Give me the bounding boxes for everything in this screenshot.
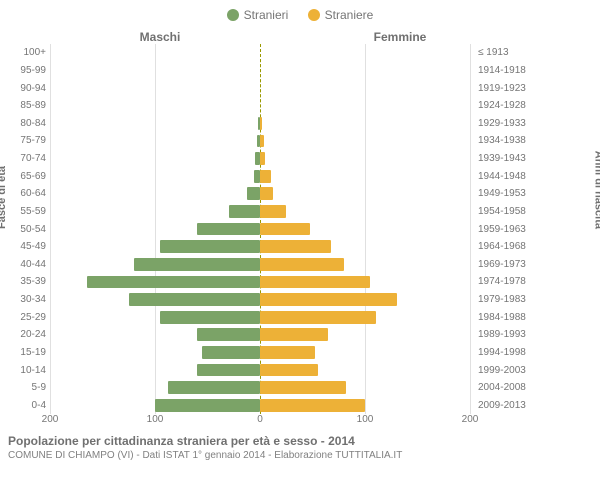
bar-female xyxy=(260,346,315,359)
bar-male xyxy=(160,240,260,253)
birth-label: 1954-1958 xyxy=(474,206,544,217)
birth-labels-column: ≤ 1913 1914-1918 1919-1923 1924-1928 1929-19… xyxy=(474,44,544,414)
bar-male xyxy=(247,187,260,200)
bar-male xyxy=(202,346,260,359)
bar-female xyxy=(260,223,310,236)
bar-female xyxy=(260,364,318,377)
age-label: 15-19 xyxy=(0,347,50,358)
birth-label: 1989-1993 xyxy=(474,329,544,340)
bar-female xyxy=(260,399,365,412)
population-pyramid-chart: Stranieri Straniere Maschi Femmine Fasce… xyxy=(0,0,600,500)
bar-female xyxy=(260,311,376,324)
birth-label: 1984-1988 xyxy=(474,312,544,323)
age-label: 30-34 xyxy=(0,294,50,305)
age-label: 20-24 xyxy=(0,329,50,340)
x-tick: 100 xyxy=(147,414,164,425)
bar-male xyxy=(168,381,260,394)
bar-female xyxy=(260,152,265,165)
x-tick: 100 xyxy=(357,414,374,425)
age-label: 40-44 xyxy=(0,259,50,270)
bar-female xyxy=(260,258,344,271)
age-label: 70-74 xyxy=(0,153,50,164)
caption: Popolazione per cittadinanza straniera p… xyxy=(0,430,600,461)
birth-label: 1964-1968 xyxy=(474,241,544,252)
x-ticks-male: 2001000 xyxy=(50,414,260,430)
caption-subtitle: COMUNE DI CHIAMPO (VI) - Dati ISTAT 1° g… xyxy=(8,450,592,461)
age-label: 90-94 xyxy=(0,83,50,94)
column-headers: Maschi Femmine xyxy=(0,30,600,44)
header-male: Maschi xyxy=(0,30,260,44)
bar-male xyxy=(155,399,260,412)
age-label: 10-14 xyxy=(0,365,50,376)
birth-label: 1934-1938 xyxy=(474,135,544,146)
y-axis-label-left: Fasce di età xyxy=(0,166,8,229)
bar-female xyxy=(260,135,264,148)
bar-male xyxy=(197,223,260,236)
age-label: 5-9 xyxy=(0,382,50,393)
bar-male xyxy=(197,364,260,377)
legend-item-female: Straniere xyxy=(308,8,374,22)
male-bars-column xyxy=(50,44,260,414)
x-axis: 2001000 100200 xyxy=(0,414,600,430)
age-label: 25-29 xyxy=(0,312,50,323)
birth-label: 1949-1953 xyxy=(474,188,544,199)
bar-female xyxy=(260,240,331,253)
bar-female xyxy=(260,187,273,200)
bar-male xyxy=(197,328,260,341)
x-tick: 200 xyxy=(462,414,479,425)
age-label: 45-49 xyxy=(0,241,50,252)
bar-male xyxy=(134,258,260,271)
birth-label: 1999-2003 xyxy=(474,365,544,376)
legend-label-female: Straniere xyxy=(325,8,374,22)
age-label: 80-84 xyxy=(0,118,50,129)
age-labels-column: 100+95-9990-9485-8980-8475-7970-7465-696… xyxy=(0,44,50,414)
birth-label: 1979-1983 xyxy=(474,294,544,305)
header-female: Femmine xyxy=(260,30,520,44)
bar-male xyxy=(129,293,260,306)
legend-swatch-female xyxy=(308,9,320,21)
legend-label-male: Stranieri xyxy=(244,8,289,22)
bar-female xyxy=(260,276,370,289)
bar-male xyxy=(160,311,260,324)
bar-female xyxy=(260,170,271,183)
age-label: 100+ xyxy=(0,47,50,58)
birth-label: 1974-1978 xyxy=(474,276,544,287)
bar-male xyxy=(87,276,260,289)
legend-swatch-male xyxy=(227,9,239,21)
legend: Stranieri Straniere xyxy=(0,8,600,24)
bar-female xyxy=(260,293,397,306)
x-ticks-female: 100200 xyxy=(260,414,470,430)
age-label: 75-79 xyxy=(0,135,50,146)
female-bars-column xyxy=(260,44,470,414)
age-label: 35-39 xyxy=(0,276,50,287)
birth-label: ≤ 1913 xyxy=(474,47,544,58)
bar-male xyxy=(229,205,261,218)
birth-label: 1944-1948 xyxy=(474,171,544,182)
birth-label: 1924-1928 xyxy=(474,100,544,111)
birth-label: 1994-1998 xyxy=(474,347,544,358)
birth-label: 2009-2013 xyxy=(474,400,544,411)
legend-item-male: Stranieri xyxy=(227,8,289,22)
birth-label: 1919-1923 xyxy=(474,83,544,94)
age-label: 0-4 xyxy=(0,400,50,411)
age-label: 95-99 xyxy=(0,65,50,76)
x-tick: 200 xyxy=(42,414,59,425)
bar-female xyxy=(260,381,346,394)
birth-label: 1959-1963 xyxy=(474,224,544,235)
birth-label: 1939-1943 xyxy=(474,153,544,164)
birth-label: 1969-1973 xyxy=(474,259,544,270)
birth-label: 1914-1918 xyxy=(474,65,544,76)
birth-label: 2004-2008 xyxy=(474,382,544,393)
bar-female xyxy=(260,205,286,218)
bar-female xyxy=(260,328,328,341)
y-axis-label-right: Anni di nascita xyxy=(592,151,600,229)
birth-label: 1929-1933 xyxy=(474,118,544,129)
age-label: 85-89 xyxy=(0,100,50,111)
bar-female xyxy=(260,117,262,130)
caption-title: Popolazione per cittadinanza straniera p… xyxy=(8,434,592,448)
plot-area: Fasce di età Anni di nascita 100+ 95-99 90… xyxy=(0,44,600,414)
